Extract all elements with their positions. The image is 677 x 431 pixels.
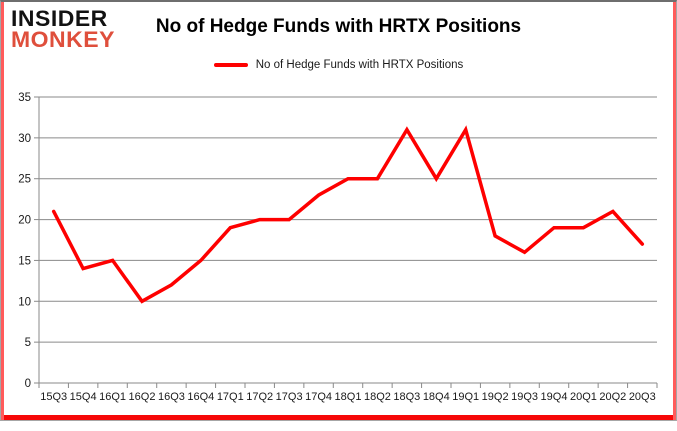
x-axis-label: 16Q4 [187,391,214,403]
x-axis-label: 20Q1 [570,391,597,403]
y-axis-label: 35 [18,92,31,104]
y-axis-label: 30 [18,133,31,145]
legend-line-swatch [213,63,248,67]
y-axis-label: 5 [25,337,31,349]
x-axis-label: 17Q1 [217,391,244,403]
y-axis-label: 20 [18,215,31,227]
x-axis-label: 17Q2 [246,391,273,403]
chart-title: No of Hedge Funds with HRTX Positions [155,16,522,37]
logo-text-insider: INSIDER [11,6,108,31]
x-axis-label: 18Q3 [393,391,420,403]
x-axis-label: 19Q3 [511,391,538,403]
x-axis-label: 20Q3 [629,391,656,403]
chart-card: 0 5 10 15 20 25 30 35 15Q3 15Q4 16Q1 16Q2 16Q3 16Q4 17… [0,0,677,421]
logo-text-monkey: MONKEY [11,27,115,53]
x-axis-label: 19Q2 [482,391,509,403]
x-axis-label: 16Q1 [99,391,126,403]
y-axis-label: 15 [18,255,31,267]
y-axis-label: 25 [18,174,31,186]
series-line [51,125,645,304]
x-axis-label: 18Q4 [423,391,450,403]
legend: No of Hedge Funds with HRTX Positions [1,59,676,71]
x-axis-label: 18Q1 [335,391,362,403]
x-axis-label: 16Q2 [129,391,156,403]
y-axis-label: 0 [25,378,31,390]
x-axis-label: 16Q3 [158,391,185,403]
x-axis-label: 17Q4 [305,391,332,403]
x-axis-label: 19Q1 [452,391,479,403]
x-axis-label: 15Q4 [70,391,97,403]
insider-monkey-logo: INSIDER MONKEY [11,6,115,53]
x-axis-label: 17Q3 [276,391,303,403]
x-axis-label: 15Q3 [40,391,67,403]
x-axis-label: 19Q4 [541,391,568,403]
x-axis-label: 20Q2 [599,391,626,403]
x-axis-label: 18Q2 [364,391,391,403]
legend-label: No of Hedge Funds with HRTX Positions [255,59,464,71]
y-axis-label: 10 [18,296,31,308]
